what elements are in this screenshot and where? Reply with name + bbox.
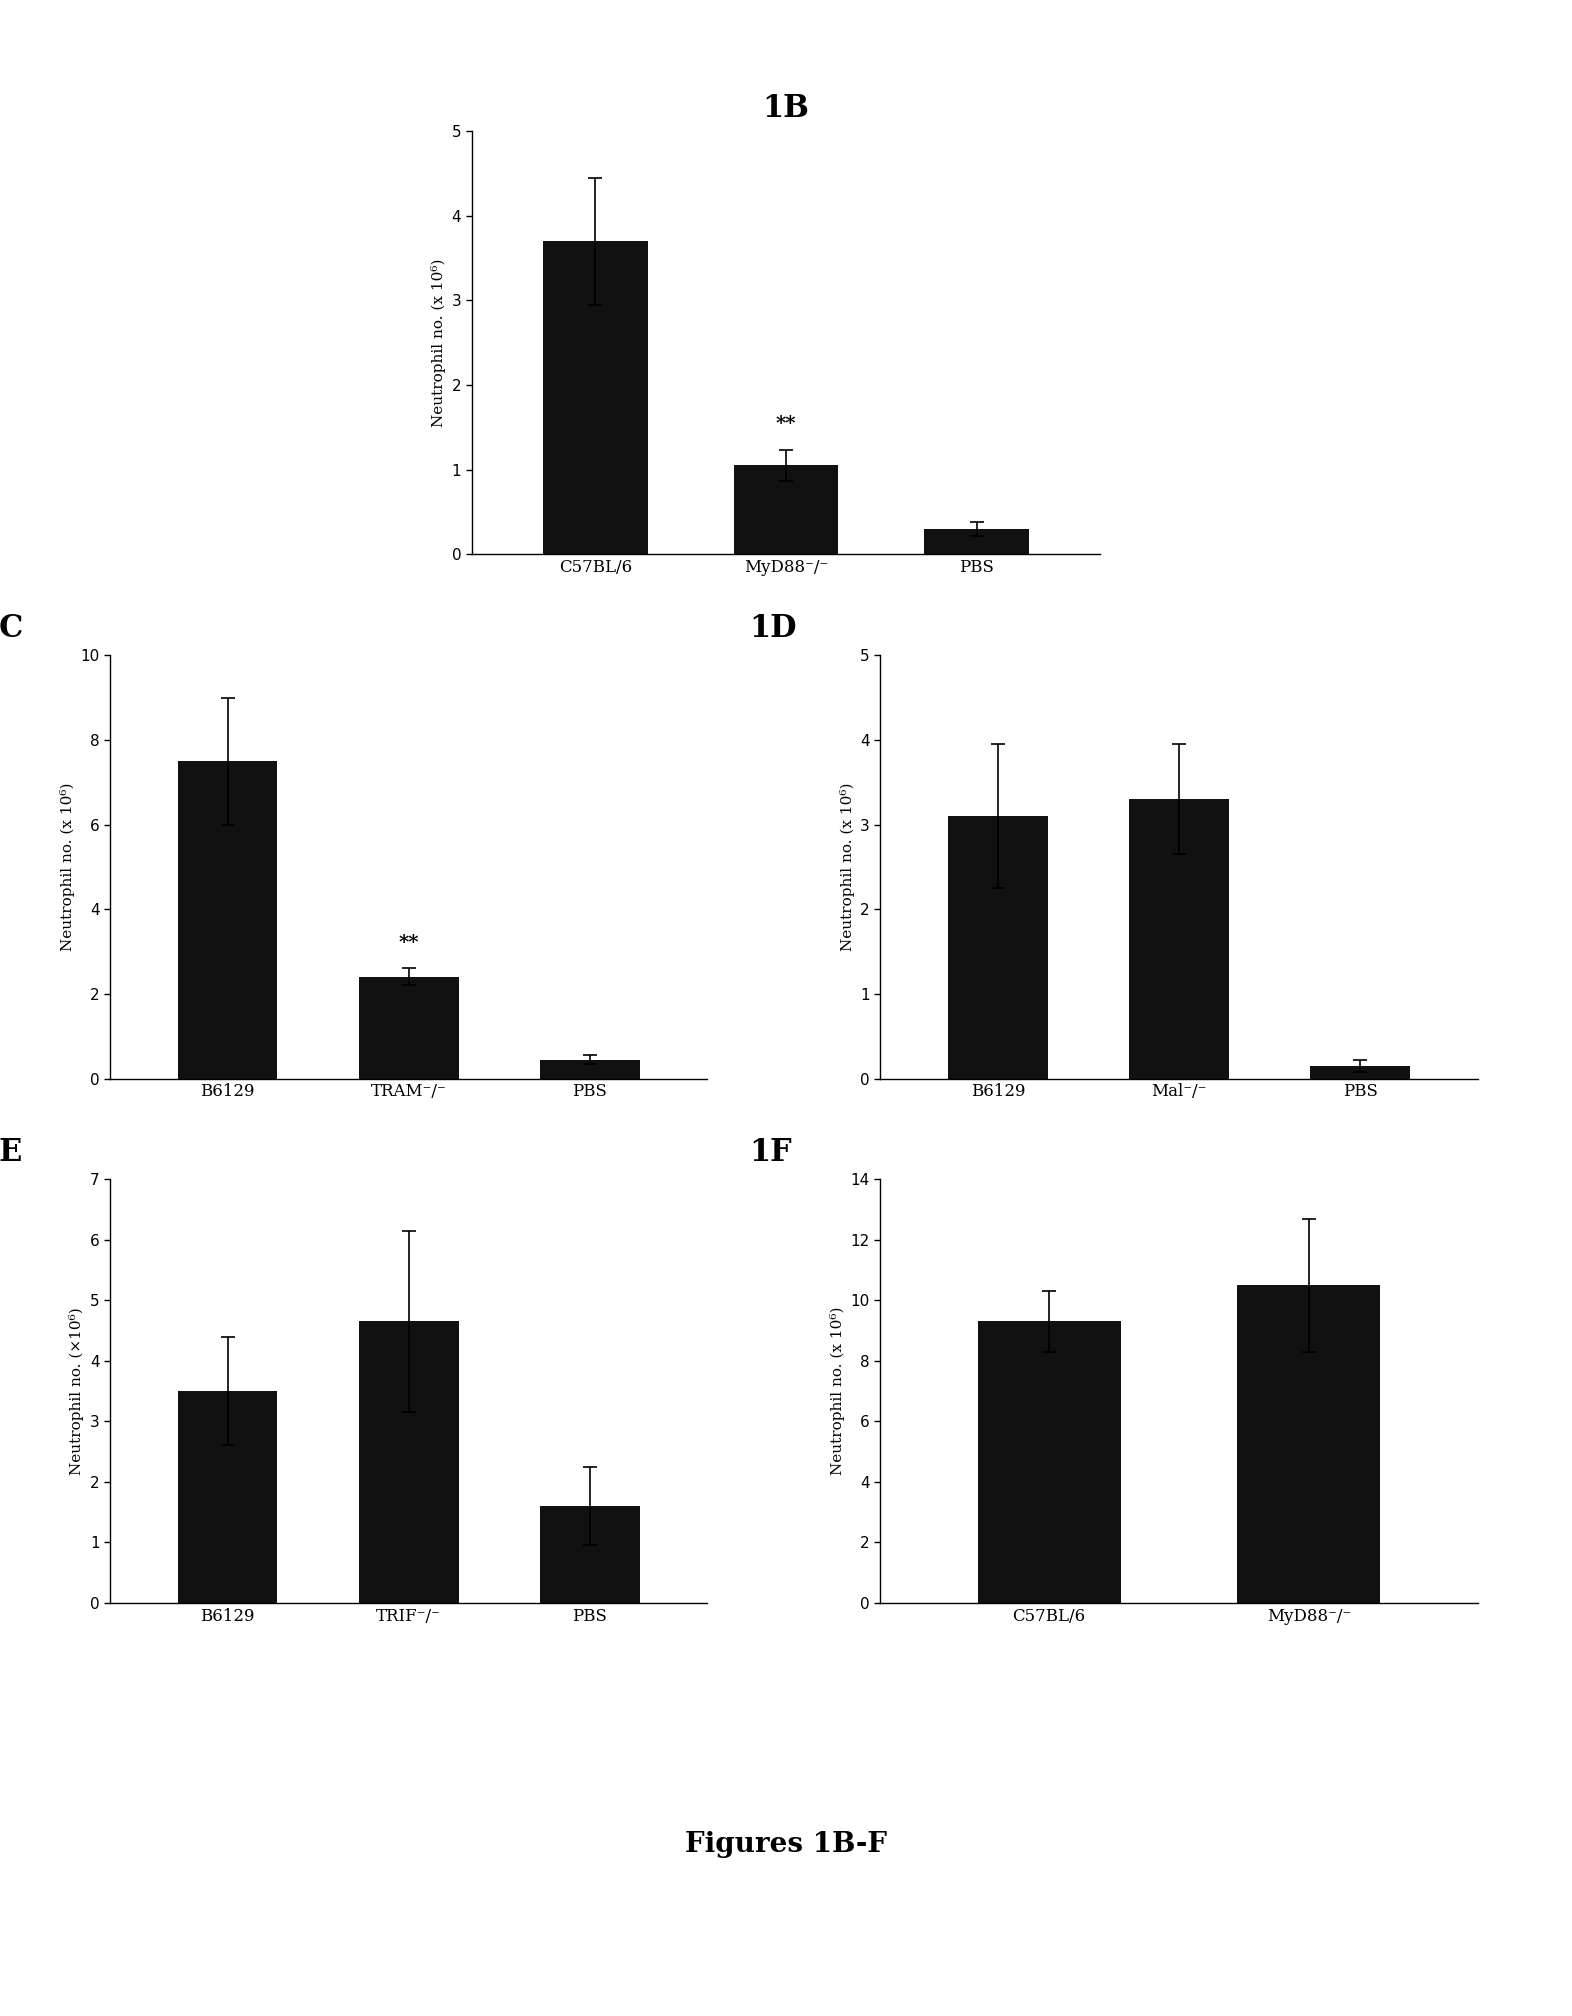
Bar <box>358 1322 459 1603</box>
Bar <box>734 466 838 554</box>
Text: **: ** <box>775 415 797 433</box>
Bar <box>539 1060 640 1079</box>
Bar <box>948 816 1049 1079</box>
Text: **: ** <box>398 933 420 952</box>
Bar <box>178 762 278 1079</box>
Y-axis label: Neutrophil no. (x 10⁶): Neutrophil no. (x 10⁶) <box>431 258 446 427</box>
Y-axis label: Neutrophil no. (x 10⁶): Neutrophil no. (x 10⁶) <box>60 782 75 952</box>
Bar <box>1129 798 1229 1079</box>
Bar <box>1309 1066 1410 1079</box>
Bar <box>539 1506 640 1603</box>
Y-axis label: Neutrophil no. (×10⁶): Neutrophil no. (×10⁶) <box>69 1306 85 1476</box>
Bar <box>178 1391 278 1603</box>
Text: 1F: 1F <box>748 1137 792 1167</box>
Bar <box>1237 1286 1380 1603</box>
Text: 1C: 1C <box>0 613 24 643</box>
Text: 1D: 1D <box>748 613 797 643</box>
Bar <box>542 242 648 554</box>
Bar <box>978 1322 1121 1603</box>
Text: Figures 1B-F: Figures 1B-F <box>685 1831 887 1859</box>
Y-axis label: Neutrophil no. (x 10⁶): Neutrophil no. (x 10⁶) <box>830 1306 846 1476</box>
Text: 1E: 1E <box>0 1137 24 1167</box>
Bar <box>924 528 1030 554</box>
Y-axis label: Neutrophil no. (x 10⁶): Neutrophil no. (x 10⁶) <box>839 782 855 952</box>
Bar <box>358 978 459 1079</box>
Title: 1B: 1B <box>762 93 810 125</box>
